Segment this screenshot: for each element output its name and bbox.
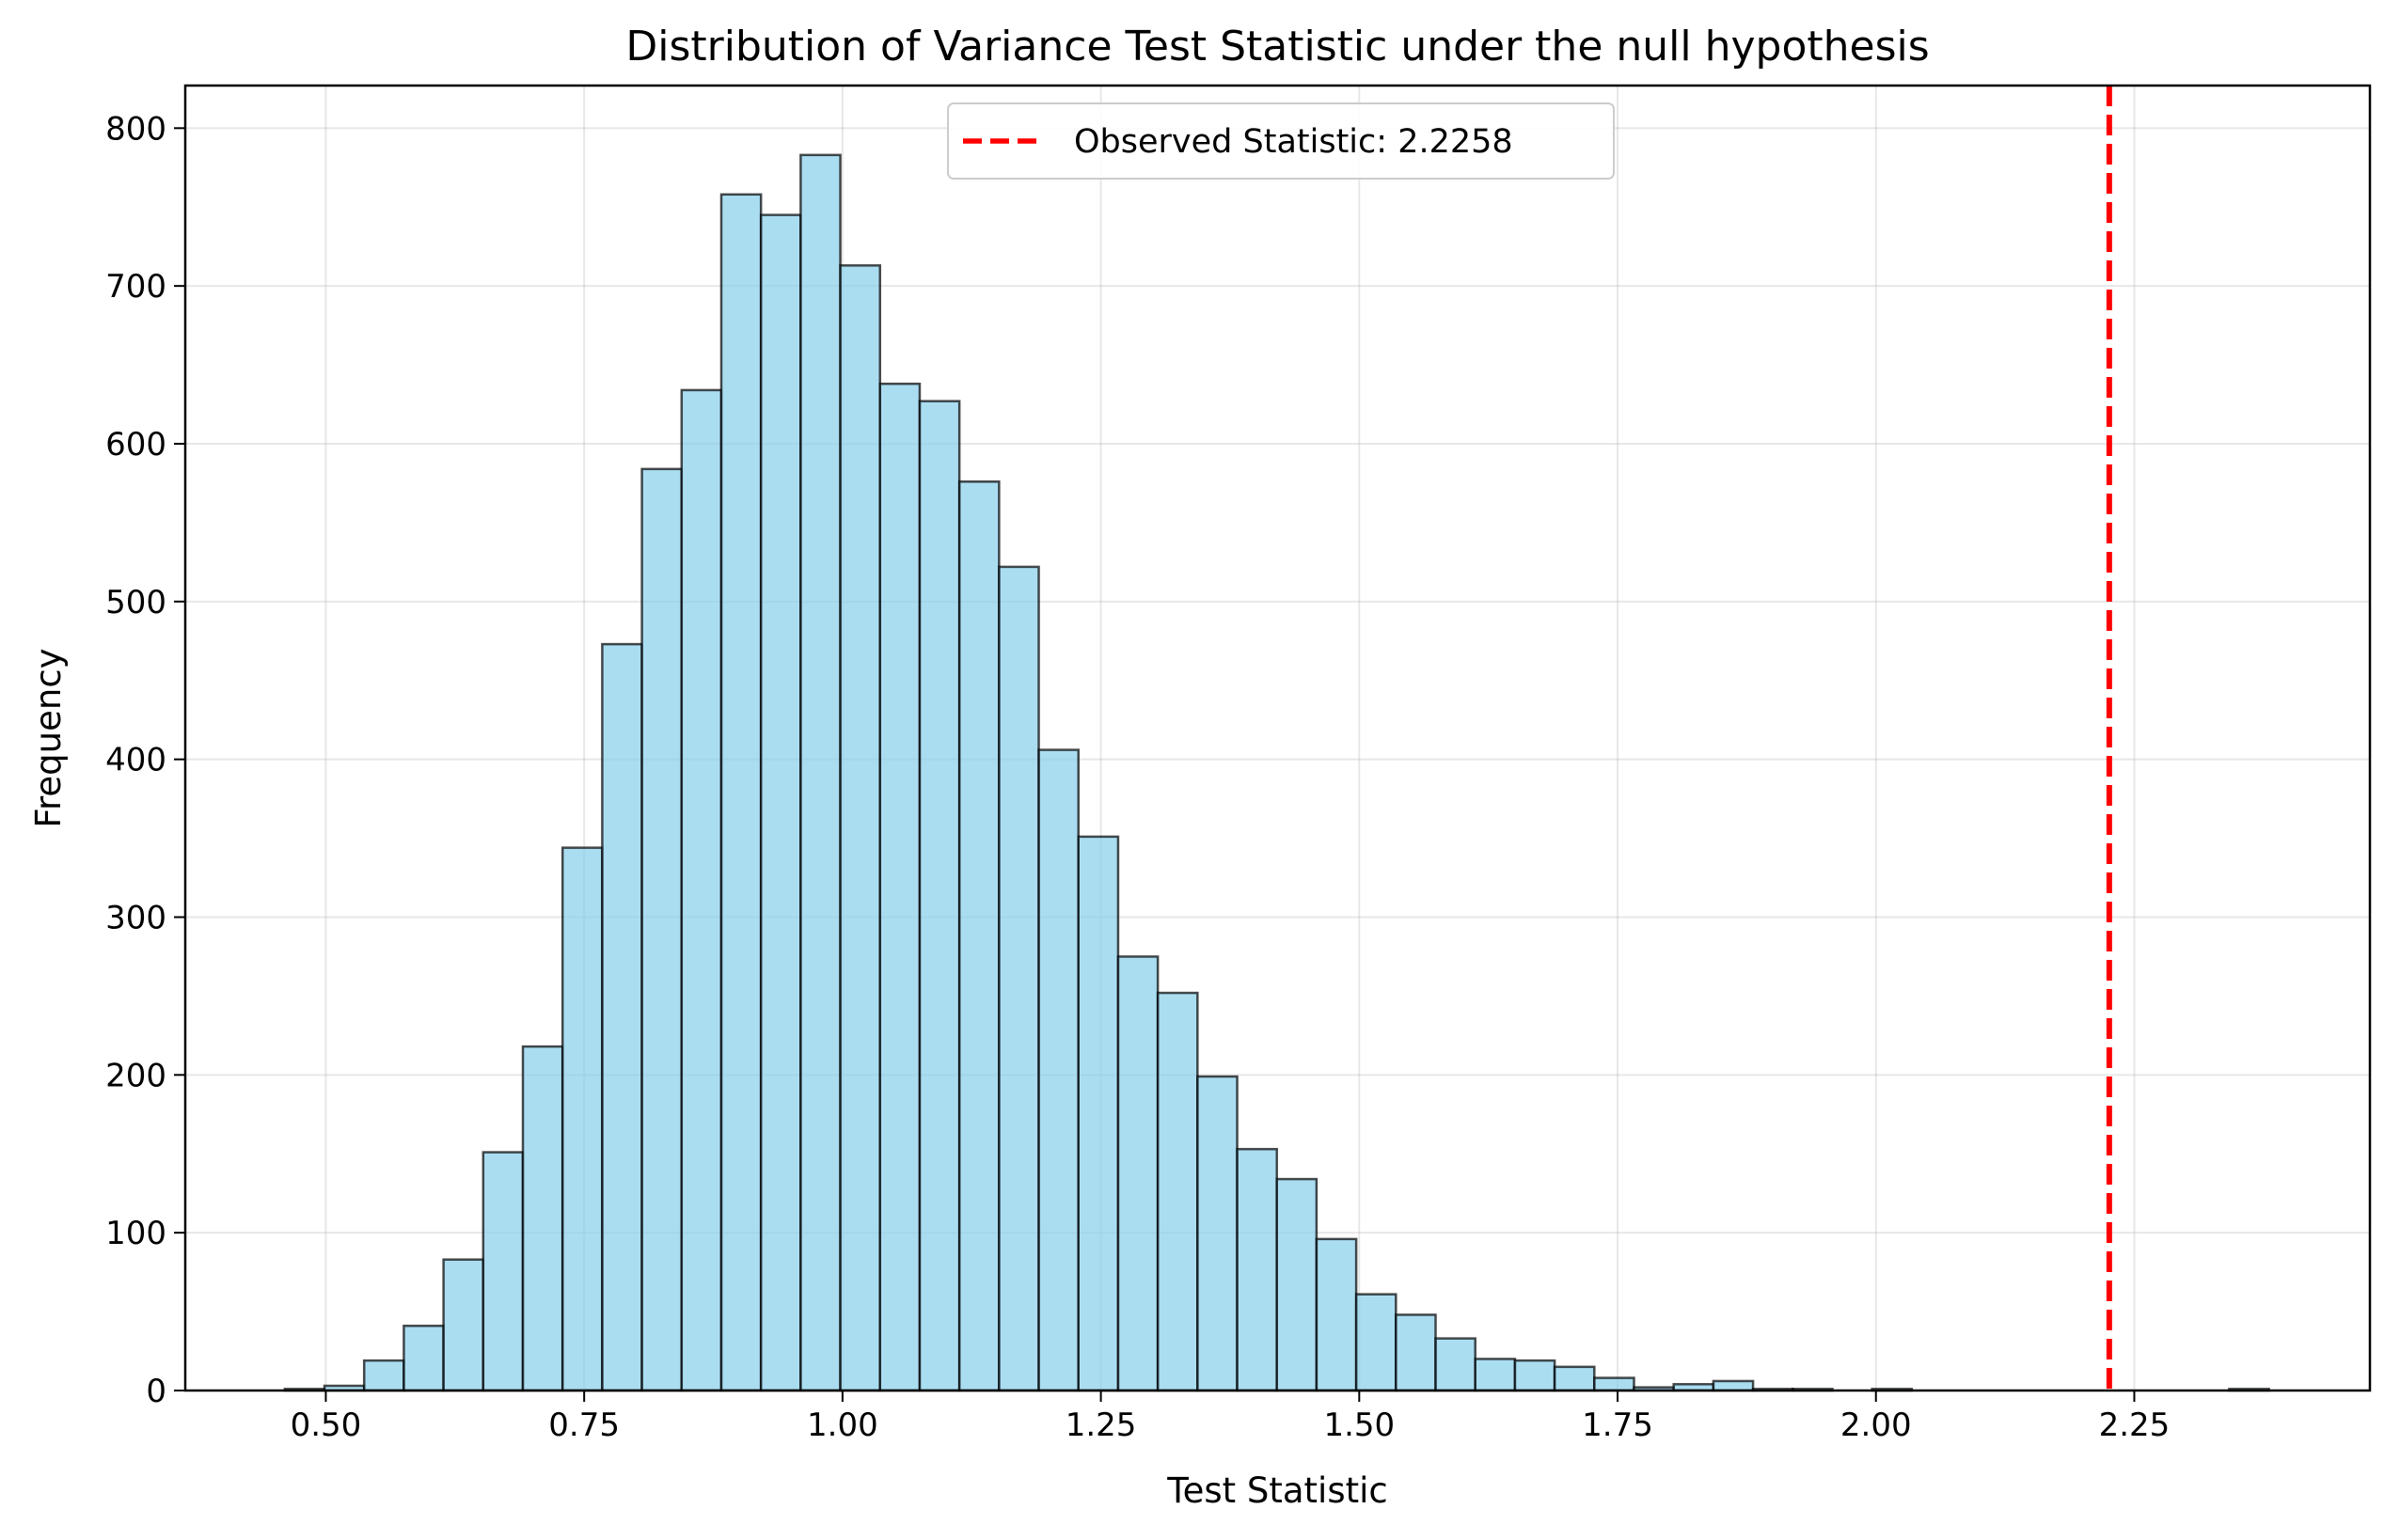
legend-box: [947, 102, 1615, 180]
y-tick-label: 0: [146, 1373, 166, 1410]
histogram-bar: [1513, 1359, 1556, 1392]
histogram-bar: [1354, 1293, 1397, 1392]
histogram-bar: [839, 264, 882, 1392]
x-tick-label: 1.50: [1323, 1406, 1395, 1444]
histogram-bar: [680, 388, 723, 1392]
histogram-bar: [1077, 835, 1120, 1392]
histogram-bar: [1315, 1237, 1358, 1392]
histogram-bar: [1116, 955, 1160, 1392]
y-tick-label: 800: [105, 110, 166, 148]
histogram-bar: [1236, 1147, 1278, 1392]
y-tick-label: 500: [105, 584, 166, 621]
y-tick-label: 200: [105, 1057, 166, 1094]
histogram-bar: [1553, 1365, 1596, 1392]
histogram-bar: [1395, 1313, 1437, 1392]
x-tick-label: 2.25: [2099, 1406, 2171, 1444]
histogram-bar: [482, 1151, 525, 1392]
histogram-bar: [640, 467, 684, 1392]
legend-entry-label: Observed Statistic: 2.2258: [1074, 123, 1513, 161]
x-tick-label: 1.75: [1582, 1406, 1653, 1444]
histogram-bar: [1196, 1075, 1239, 1392]
x-tick-label: 0.75: [548, 1406, 620, 1444]
histogram-bar: [759, 213, 802, 1392]
histogram-bars: [283, 153, 2270, 1392]
histogram-bar: [403, 1324, 445, 1392]
histogram-bar: [799, 153, 842, 1392]
x-tick-label: 2.00: [1840, 1406, 1912, 1444]
histogram-bar: [957, 480, 1001, 1392]
y-axis-ticks: 0 100 200 300 400 500 600 700 800: [105, 110, 185, 1410]
histogram-bar: [918, 400, 961, 1392]
y-tick-label: 100: [105, 1215, 166, 1252]
histogram-bar: [442, 1258, 485, 1392]
histogram-bar: [878, 382, 922, 1392]
x-axis-ticks: 0.50 0.75 1.00 1.25 1.50 1.75 2.00 2.25: [291, 1391, 2171, 1444]
histogram-bar: [601, 642, 643, 1392]
histogram-bar: [1593, 1376, 1635, 1392]
histogram-bar: [521, 1045, 564, 1392]
histogram-bar: [1037, 748, 1080, 1392]
histogram-bar: [1712, 1379, 1755, 1392]
histogram-bar: [1156, 991, 1199, 1392]
x-tick-label: 0.50: [291, 1406, 362, 1444]
histogram-bar: [998, 565, 1040, 1392]
histogram-bar: [561, 846, 604, 1392]
histogram-bar: [1275, 1177, 1318, 1392]
x-axis-label: Test Statistic: [1166, 1470, 1387, 1511]
x-tick-label: 1.25: [1066, 1406, 1137, 1444]
x-tick-label: 1.00: [807, 1406, 878, 1444]
histogram-bar: [362, 1359, 405, 1392]
plot-area-frame: [183, 84, 2372, 1392]
y-tick-label: 300: [105, 899, 166, 936]
y-tick-label: 700: [105, 268, 166, 306]
y-tick-label: 400: [105, 742, 166, 779]
y-tick-label: 600: [105, 426, 166, 464]
histogram-bar: [1474, 1358, 1517, 1392]
legend: Observed Statistic: 2.2258: [947, 102, 1615, 180]
histogram-bar: [719, 193, 763, 1392]
histogram-bar: [1434, 1337, 1476, 1392]
y-axis-label: Frequency: [28, 648, 69, 827]
chart-title: Distribution of Variance Test Statistic …: [625, 23, 1929, 71]
